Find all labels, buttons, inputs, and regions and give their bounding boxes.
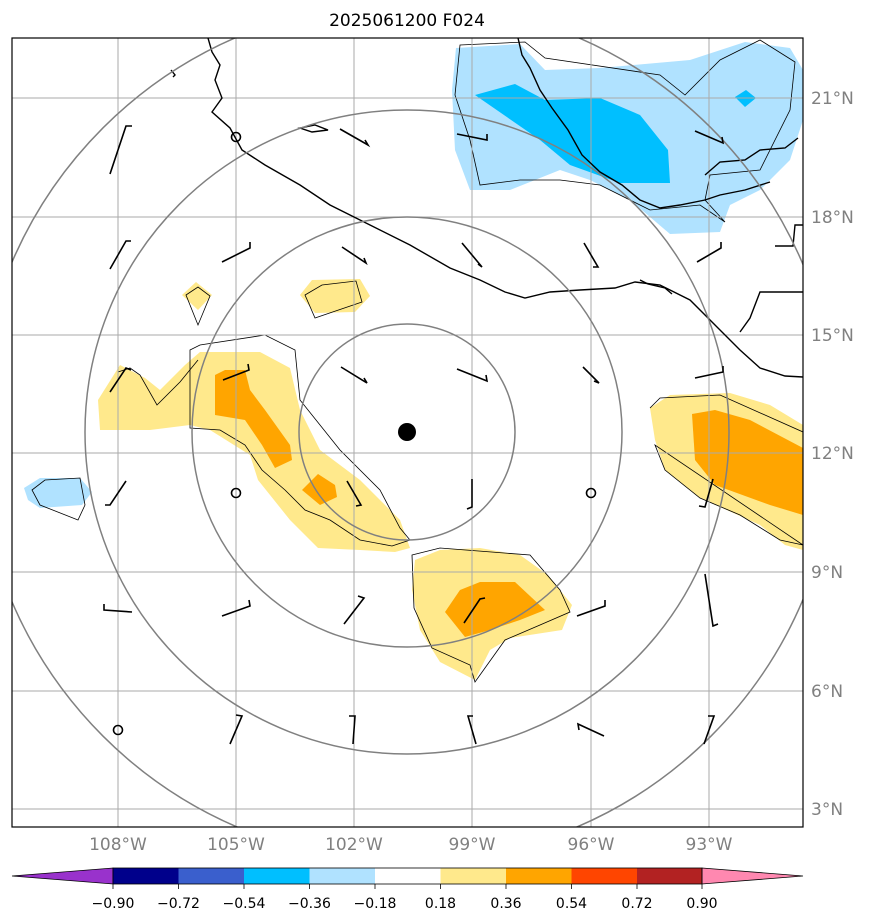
lon-label: 102°W [325,835,383,855]
wind-barb [703,715,716,745]
colorbar: −0.90 −0.72 −0.54 −0.36 −0.18 0.18 0.36 … [11,867,804,912]
colorbar-bin [244,868,310,884]
lat-label: 15°N [811,326,854,346]
lat-label: 12°N [811,444,854,464]
wind-barb [341,246,368,266]
gridlines [12,38,803,827]
wind-barb [105,480,127,506]
colorbar-label: −0.72 [157,896,200,912]
map-frame [11,37,804,828]
colorbar-label: 0.18 [425,896,456,912]
wind-barb [340,366,368,384]
lon-label: 105°W [207,835,265,855]
lat-label: 6°N [811,682,843,702]
lat-labels: 21°N 18°N 15°N 12°N 9°N 6°N 3°N [811,89,854,820]
colorbar-extend-low [11,867,114,885]
lon-label: 108°W [89,835,147,855]
lat-label: 9°N [811,563,843,583]
range-ring-1 [298,323,516,541]
colorbar-label: 0.36 [490,896,521,912]
lon-label: 99°W [449,835,496,855]
lon-label: 93°W [686,835,733,855]
wind-barb [582,366,600,384]
positive-anomaly-orange-east [692,410,803,515]
colorbar-label: −0.36 [288,896,331,912]
colorbar-bin [571,868,637,884]
wind-barb [466,479,473,510]
colorbar-label: 0.54 [556,896,587,912]
wind-barb [229,714,244,745]
wind-barb [109,125,132,175]
wind-barb [694,130,725,145]
wind-barb [583,242,600,268]
lon-labels: 108°W 105°W 102°W 99°W 96°W 93°W [89,835,733,855]
colorbar-label: 0.90 [686,896,717,912]
colorbar-extend-high [701,867,804,885]
lat-label: 18°N [811,208,854,228]
wind-barb [109,240,131,270]
colorbar-frame [112,867,703,885]
storm-center-marker [398,423,416,441]
positive-anomaly-orange-south [445,582,545,637]
colorbar-bin [309,868,375,884]
wind-barb [103,604,133,613]
calm-wind-marker [585,487,597,499]
wind-barb [349,715,356,745]
contour-lines [31,39,803,683]
wind-barb [109,367,132,393]
colorbar-label: −0.54 [223,896,266,912]
negative-anomaly-dark-north [475,84,670,183]
wind-barb [461,242,483,268]
range-rings [12,38,803,827]
range-ring-3 [84,109,730,755]
positive-anomaly-small-1 [182,282,212,310]
wind-barb [466,715,477,745]
positive-anomaly-orange-west [215,370,292,468]
wind-barb [456,133,488,141]
anomaly-shading [24,42,803,680]
wind-barb [346,480,363,507]
wind-barbs [103,125,725,745]
lon-label: 96°W [568,835,615,855]
coastline [170,38,803,378]
wind-barb [694,366,724,379]
wind-barb [222,363,250,381]
map-title: 2025061200 F024 [329,11,485,31]
colorbar-label: 0.72 [621,896,652,912]
colorbar-label: −0.18 [354,896,397,912]
negative-anomaly-west [24,478,92,508]
colorbar-bin [440,868,506,884]
wind-barb [576,722,605,737]
wind-barb [221,242,251,263]
positive-anomaly-light-band [98,352,410,552]
colorbar-bin [113,868,179,884]
wind-barb [463,597,486,624]
map-panel [12,38,803,827]
lat-label: 21°N [811,89,854,109]
calm-wind-marker [230,487,242,499]
wind-barb [704,573,719,628]
range-ring-2 [191,216,623,648]
wind-barb [339,128,371,148]
colorbar-bin [637,868,702,884]
calm-wind-marker [230,131,242,143]
wind-barb [456,368,489,383]
lat-label: 3°N [811,800,843,820]
colorbar-bin [506,868,572,884]
wind-barb [576,600,606,617]
colorbar-ticks [112,884,703,889]
colorbar-bin [375,868,441,884]
colorbar-bin [178,868,244,884]
wind-barb [696,242,722,263]
calm-wind-marker [112,724,124,736]
wind-barb [698,478,714,508]
colorbar-label: −0.90 [92,896,135,912]
wind-barb [343,595,366,625]
wind-barb [221,599,251,617]
